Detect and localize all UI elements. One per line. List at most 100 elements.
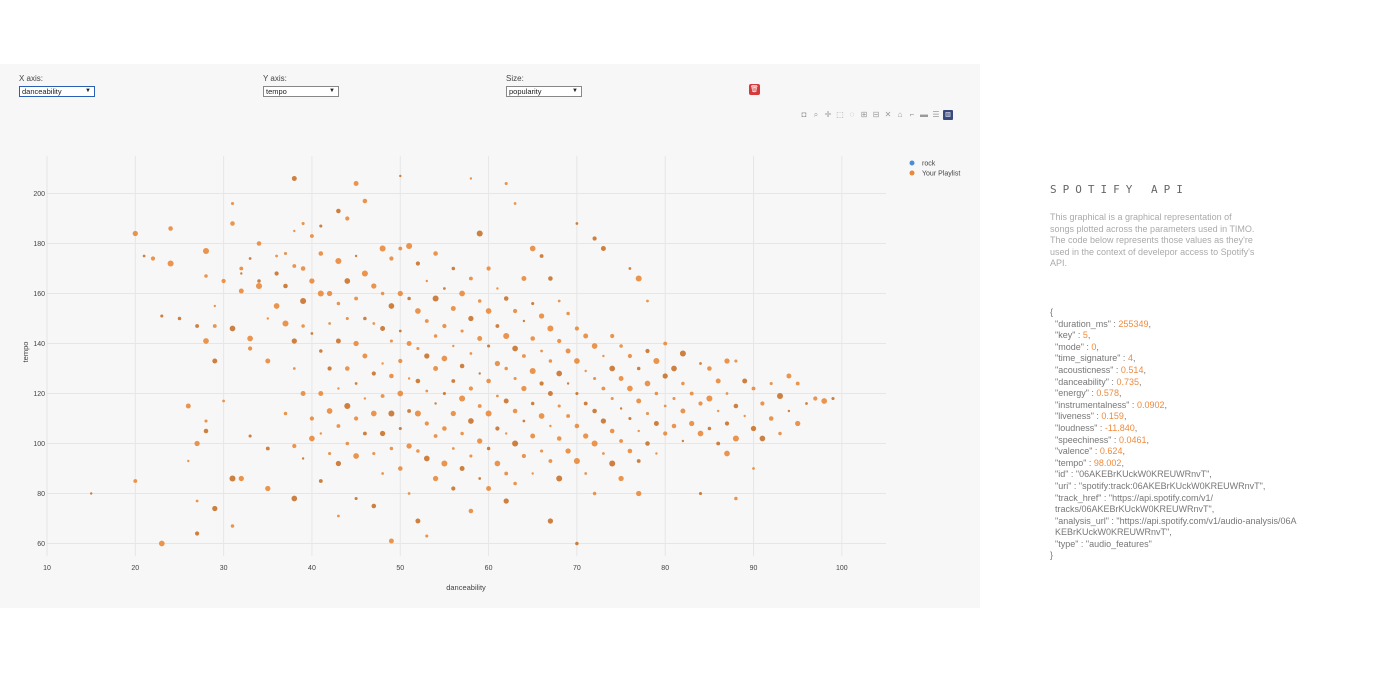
data-point[interactable]	[636, 366, 641, 371]
data-point[interactable]	[565, 348, 571, 354]
pan-icon[interactable]: ✛	[824, 110, 832, 119]
data-point[interactable]	[229, 475, 236, 482]
data-point[interactable]	[717, 409, 720, 413]
data-point[interactable]	[787, 409, 791, 413]
data-point[interactable]	[195, 324, 200, 328]
data-point[interactable]	[450, 306, 456, 311]
data-point[interactable]	[256, 241, 262, 246]
data-point[interactable]	[742, 378, 748, 384]
data-point[interactable]	[443, 287, 446, 290]
data-point[interactable]	[389, 373, 394, 379]
data-point[interactable]	[503, 498, 509, 504]
data-point[interactable]	[602, 354, 605, 358]
data-point[interactable]	[539, 254, 544, 258]
data-point[interactable]	[521, 453, 527, 459]
data-point[interactable]	[433, 251, 438, 256]
data-point[interactable]	[591, 440, 598, 447]
data-point[interactable]	[628, 267, 632, 270]
data-point[interactable]	[575, 391, 579, 396]
data-point[interactable]	[257, 279, 261, 283]
data-point[interactable]	[486, 486, 492, 491]
data-point[interactable]	[160, 314, 164, 318]
data-point[interactable]	[425, 279, 428, 283]
data-point[interactable]	[150, 256, 156, 261]
data-point[interactable]	[133, 479, 138, 483]
data-point[interactable]	[538, 313, 545, 319]
data-point[interactable]	[318, 391, 324, 396]
data-point[interactable]	[222, 399, 225, 403]
reset-axes-icon[interactable]: ⌂	[897, 110, 903, 119]
data-point[interactable]	[539, 381, 544, 386]
data-point[interactable]	[671, 365, 677, 372]
data-point[interactable]	[733, 403, 739, 409]
data-point[interactable]	[609, 460, 616, 467]
data-point[interactable]	[575, 541, 579, 546]
data-point[interactable]	[379, 430, 386, 437]
data-point[interactable]	[637, 429, 640, 433]
data-point[interactable]	[293, 229, 296, 233]
data-point[interactable]	[628, 416, 632, 421]
data-point[interactable]	[468, 386, 474, 391]
data-point[interactable]	[335, 460, 342, 467]
legend-marker[interactable]	[909, 160, 915, 166]
data-point[interactable]	[300, 297, 307, 305]
data-point[interactable]	[442, 323, 447, 329]
data-point[interactable]	[90, 492, 93, 495]
data-point[interactable]	[423, 455, 430, 462]
data-point[interactable]	[725, 392, 729, 395]
data-point[interactable]	[434, 402, 437, 405]
data-point[interactable]	[593, 376, 597, 381]
data-point[interactable]	[768, 416, 774, 421]
data-point[interactable]	[204, 419, 208, 423]
data-point[interactable]	[627, 448, 633, 454]
data-point[interactable]	[415, 518, 421, 524]
data-point[interactable]	[344, 402, 351, 410]
data-point[interactable]	[291, 338, 297, 344]
data-point[interactable]	[239, 266, 244, 271]
data-point[interactable]	[644, 380, 651, 387]
data-point[interactable]	[194, 440, 200, 447]
data-point[interactable]	[591, 343, 598, 349]
data-point[interactable]	[548, 359, 553, 363]
data-point[interactable]	[601, 386, 606, 391]
data-point[interactable]	[318, 251, 324, 256]
data-point[interactable]	[167, 260, 174, 267]
data-point[interactable]	[689, 420, 695, 427]
plotly-logo-icon[interactable]: ▥	[943, 110, 953, 120]
data-point[interactable]	[786, 373, 792, 379]
data-point[interactable]	[805, 402, 808, 405]
scatter-chart[interactable]: 10 20 30 40 50 60 70 80 90 100 60 80 100 120 140 160 18…	[0, 64, 980, 608]
data-point[interactable]	[575, 222, 579, 225]
data-point[interactable]	[503, 332, 510, 340]
data-point[interactable]	[512, 308, 518, 314]
data-point[interactable]	[337, 387, 340, 390]
data-point[interactable]	[653, 421, 659, 426]
data-point[interactable]	[573, 457, 580, 465]
data-point[interactable]	[380, 326, 386, 331]
data-point[interactable]	[337, 514, 340, 518]
x-axis-select[interactable]: danceability ▼	[19, 86, 95, 97]
data-point[interactable]	[529, 367, 536, 375]
data-point[interactable]	[476, 230, 483, 237]
data-point[interactable]	[540, 349, 543, 353]
data-point[interactable]	[653, 357, 660, 365]
data-point[interactable]	[602, 452, 605, 455]
data-point[interactable]	[363, 397, 367, 400]
data-point[interactable]	[699, 362, 702, 365]
data-point[interactable]	[432, 475, 439, 482]
data-point[interactable]	[319, 432, 322, 435]
data-point[interactable]	[663, 431, 668, 436]
data-point[interactable]	[213, 304, 216, 308]
data-point[interactable]	[521, 385, 527, 392]
data-point[interactable]	[247, 346, 253, 351]
data-point[interactable]	[600, 418, 607, 424]
data-point[interactable]	[663, 404, 667, 408]
data-point[interactable]	[265, 446, 270, 451]
data-point[interactable]	[335, 257, 342, 265]
data-point[interactable]	[318, 479, 323, 483]
data-point[interactable]	[769, 381, 773, 386]
data-point[interactable]	[309, 435, 315, 442]
data-point[interactable]	[459, 363, 465, 369]
data-point[interactable]	[795, 420, 801, 427]
data-point[interactable]	[432, 295, 439, 302]
